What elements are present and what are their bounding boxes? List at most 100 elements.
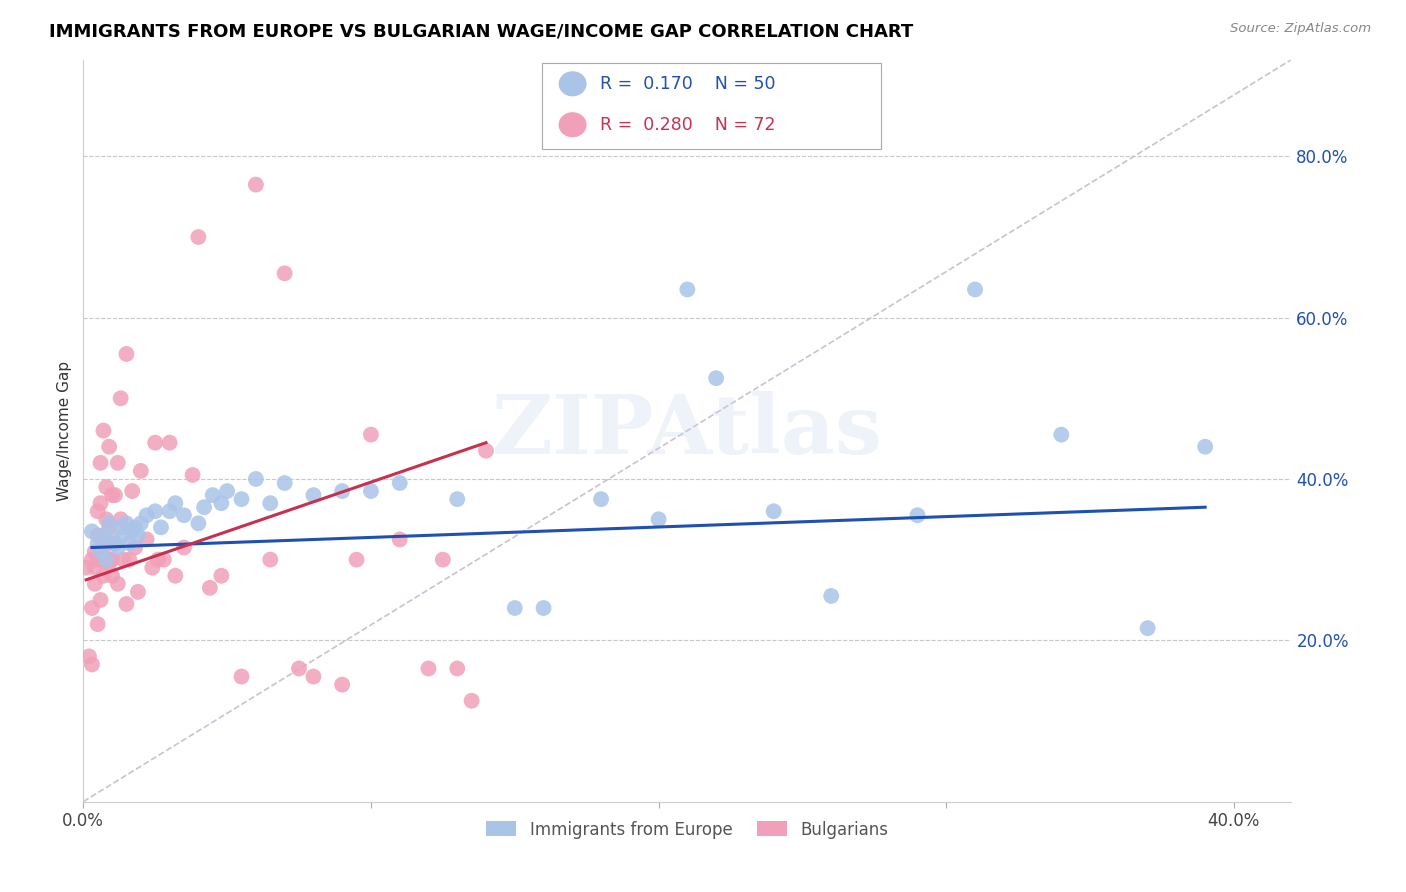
Point [330,678,353,692]
Point [209,568,232,582]
Point [418,661,440,675]
Point [647,512,669,526]
Point [259,496,281,510]
Text: R =  0.170    N = 50: R = 0.170 N = 50 [600,75,776,93]
Point [135,508,157,523]
Point [86,536,108,550]
Ellipse shape [560,113,586,136]
Point [273,266,295,280]
Point [110,520,132,534]
Text: R =  0.280    N = 72: R = 0.280 N = 72 [600,116,776,134]
Ellipse shape [560,72,586,95]
Point [121,484,143,499]
Point [388,533,411,547]
Point [187,230,209,244]
Point [98,557,121,571]
Point [460,694,482,708]
Point [98,440,121,454]
Point [124,541,146,555]
Point [118,552,141,566]
Point [86,617,108,632]
Point [115,516,138,531]
Point [75,560,97,574]
Legend: Immigrants from Europe, Bulgarians: Immigrants from Europe, Bulgarians [479,814,896,846]
Point [475,443,498,458]
Point [149,520,172,534]
Point [104,488,127,502]
Point [193,500,215,515]
Point [432,552,454,566]
Point [231,492,253,507]
Point [273,475,295,490]
Point [80,657,103,672]
Point [86,504,108,518]
Point [201,488,224,502]
Point [135,533,157,547]
Point [141,560,163,574]
Point [153,552,176,566]
Point [90,456,112,470]
Point [127,585,149,599]
Point [762,504,785,518]
Point [104,536,127,550]
Point [107,577,129,591]
Point [107,456,129,470]
Point [77,649,100,664]
Point [676,282,699,296]
Point [115,597,138,611]
Point [1194,440,1216,454]
Point [80,552,103,566]
Point [907,508,929,523]
FancyBboxPatch shape [543,63,880,149]
Point [820,589,842,603]
Point [129,516,152,531]
Point [86,528,108,542]
Point [98,520,121,534]
Point [388,475,411,490]
Point [143,435,166,450]
Point [165,568,187,582]
Point [231,669,253,683]
Point [259,552,281,566]
Point [90,552,112,566]
Point [98,516,121,531]
Point [96,552,118,566]
Point [90,496,112,510]
Point [302,488,325,502]
Point [101,568,124,582]
Point [963,282,986,296]
Point [96,512,118,526]
Point [96,480,118,494]
Point [112,552,135,566]
Point [96,552,118,566]
Point [165,496,187,510]
Point [115,347,138,361]
Point [704,371,727,385]
Point [1136,621,1159,635]
Point [86,552,108,566]
Point [1050,427,1073,442]
Point [209,496,232,510]
Point [360,484,382,499]
Point [591,492,613,507]
Point [93,568,115,582]
Text: Source: ZipAtlas.com: Source: ZipAtlas.com [1230,22,1371,36]
Point [101,488,124,502]
Point [93,528,115,542]
Point [302,669,325,683]
Point [80,524,103,539]
Point [217,484,239,499]
Point [245,472,267,486]
Point [503,601,526,615]
Point [83,577,105,591]
Point [110,512,132,526]
Point [93,424,115,438]
Point [112,528,135,542]
Point [181,467,204,482]
Point [360,427,382,442]
Point [110,392,132,406]
Point [245,178,267,192]
Y-axis label: Wage/Income Gap: Wage/Income Gap [58,360,72,500]
Point [159,504,181,518]
Point [80,601,103,615]
